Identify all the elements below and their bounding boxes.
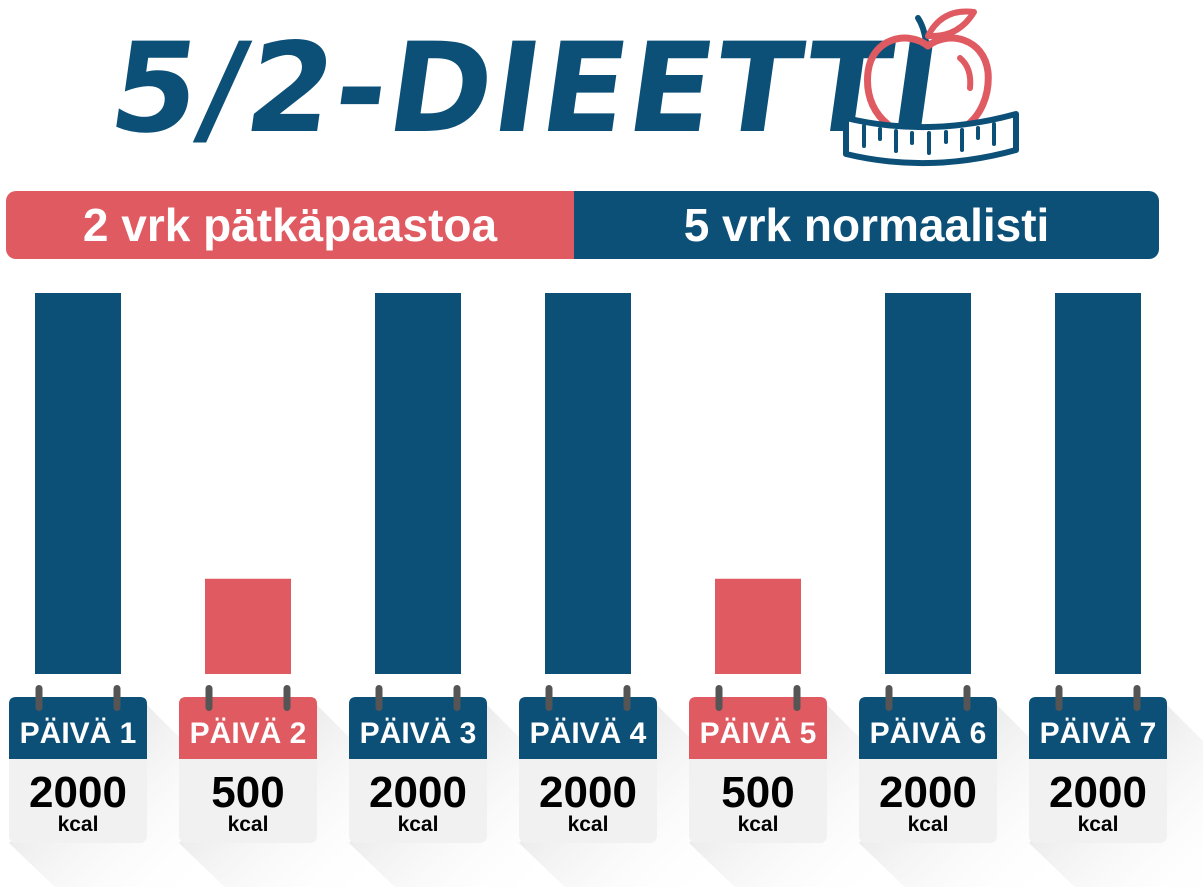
- card-header: [519, 697, 657, 759]
- bar-day-1: [35, 293, 121, 674]
- binder-ring-icon: [1055, 685, 1063, 711]
- card-header: [689, 697, 827, 759]
- calorie-value: 2000: [369, 768, 467, 817]
- calorie-unit: kcal: [1078, 813, 1119, 836]
- card-header: [1029, 697, 1167, 759]
- bar-day-6: [885, 293, 971, 674]
- binder-ring-icon: [283, 685, 291, 711]
- calorie-value: 500: [721, 768, 794, 817]
- binder-ring-icon: [623, 685, 631, 711]
- binder-ring-icon: [1133, 685, 1141, 711]
- day-label: PÄIVÄ 7: [1040, 717, 1157, 750]
- calorie-unit: kcal: [738, 813, 779, 836]
- calorie-unit: kcal: [58, 813, 99, 836]
- calorie-unit: kcal: [568, 813, 609, 836]
- diet-banner: 2 vrk pätkäpaastoa 5 vrk normaalisti: [6, 191, 1159, 259]
- bar-day-2: [205, 578, 291, 674]
- card-header: [349, 697, 487, 759]
- bar-day-3: [375, 293, 461, 674]
- card-header: [859, 697, 997, 759]
- day-label: PÄIVÄ 1: [20, 717, 137, 750]
- binder-ring-icon: [453, 685, 461, 711]
- calorie-value: 2000: [879, 768, 977, 817]
- calorie-value: 2000: [539, 768, 637, 817]
- bar-day-7: [1055, 293, 1141, 674]
- fasting-days-label: 2 vrk pätkäpaastoa: [6, 191, 574, 259]
- binder-ring-icon: [885, 685, 893, 711]
- day-label: PÄIVÄ 3: [360, 717, 477, 750]
- day-label: PÄIVÄ 2: [190, 717, 307, 750]
- calorie-unit: kcal: [398, 813, 439, 836]
- calorie-value: 500: [211, 768, 284, 817]
- binder-ring-icon: [205, 685, 213, 711]
- card-header: [179, 697, 317, 759]
- bar-day-4: [545, 293, 631, 674]
- binder-ring-icon: [375, 685, 383, 711]
- calorie-value: 2000: [29, 768, 127, 817]
- day-label: PÄIVÄ 4: [530, 717, 647, 750]
- apple-measuring-tape-icon: [843, 8, 1019, 167]
- binder-ring-icon: [113, 685, 121, 711]
- bar-day-5: [715, 578, 801, 674]
- card-header: [9, 697, 147, 759]
- calorie-value: 2000: [1049, 768, 1147, 817]
- binder-ring-icon: [793, 685, 801, 711]
- binder-ring-icon: [545, 685, 553, 711]
- calorie-unit: kcal: [908, 813, 949, 836]
- calorie-unit: kcal: [228, 813, 269, 836]
- normal-days-label: 5 vrk normaalisti: [574, 191, 1159, 259]
- binder-ring-icon: [35, 685, 43, 711]
- binder-ring-icon: [963, 685, 971, 711]
- binder-ring-icon: [715, 685, 723, 711]
- day-label: PÄIVÄ 6: [870, 717, 987, 750]
- day-label: PÄIVÄ 5: [700, 717, 817, 750]
